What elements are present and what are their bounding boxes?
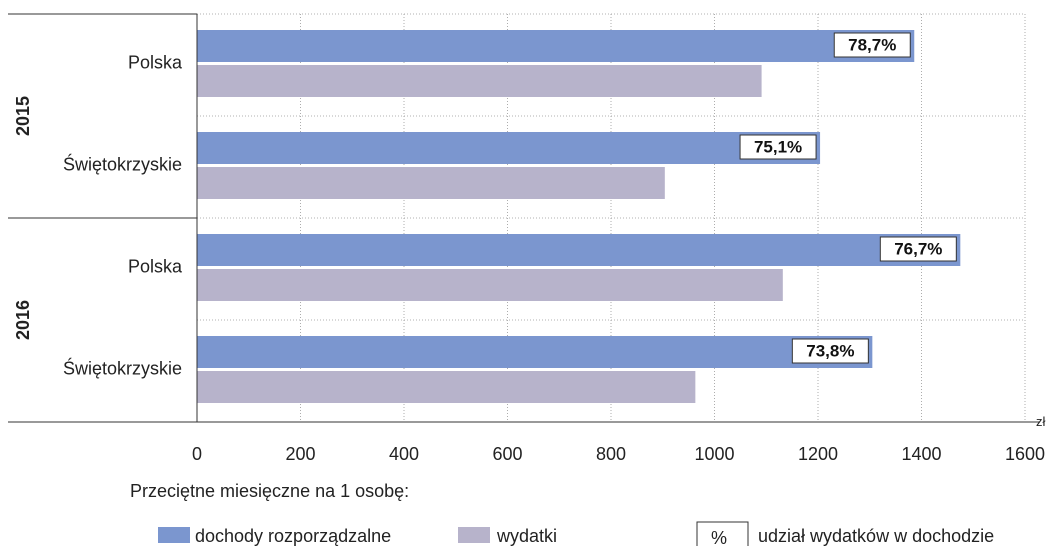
- x-tick-label: 1000: [694, 444, 734, 464]
- share-label-box: [739, 134, 817, 160]
- share-label: 73,8%: [806, 341, 854, 360]
- x-tick-label: 800: [596, 444, 626, 464]
- x-tick-label: 1400: [901, 444, 941, 464]
- share-label-box: [791, 338, 869, 364]
- year-label: 2016: [13, 300, 33, 340]
- category-labels: 2015 Polska Świętokrzyskie 2016 Polska Święto…: [13, 52, 183, 378]
- bar-expenses: [197, 65, 762, 97]
- legend-label-income: dochody rozporządzalne: [195, 526, 391, 546]
- share-label-box: [879, 236, 957, 262]
- legend-share-text: udział wydatków w dochodzie: [758, 526, 994, 546]
- bar-income: [197, 30, 915, 62]
- legend-share-box: [696, 521, 749, 546]
- share-label-box: [833, 32, 911, 58]
- category-label: Polska: [128, 256, 183, 276]
- legend-share-symbol: %: [711, 528, 727, 546]
- x-tick-label: 1200: [798, 444, 838, 464]
- bar-expenses: [197, 269, 783, 301]
- category-label: Polska: [128, 52, 183, 72]
- legend-swatch-income: [158, 527, 190, 543]
- share-label: 78,7%: [848, 35, 896, 54]
- bar-income: [197, 336, 873, 368]
- category-label: Świętokrzyskie: [63, 153, 182, 174]
- bar-income: [197, 234, 961, 266]
- x-unit-label: zł: [1036, 414, 1046, 429]
- bars: 78,7% 75,1% 76,7% 73,8%: [197, 30, 961, 403]
- legend-title: Przeciętne miesięczne na 1 osobę:: [130, 481, 409, 501]
- x-tick-label: 1600: [1005, 444, 1045, 464]
- share-label: 75,1%: [754, 137, 802, 156]
- bar-expenses: [197, 167, 665, 199]
- x-tick-label: 0: [192, 444, 202, 464]
- share-label: 76,7%: [894, 239, 942, 258]
- legend-label-expenses: wydatki: [496, 526, 557, 546]
- x-tick-label: 200: [285, 444, 315, 464]
- bar-expenses: [197, 371, 696, 403]
- legend-swatch-expenses: [458, 527, 490, 543]
- bar-income: [197, 132, 821, 164]
- x-tick-label: 600: [492, 444, 522, 464]
- x-axis: 0 200 400 600 800 1000 1200 1400 1600: [8, 14, 1045, 464]
- category-label: Świętokrzyskie: [63, 357, 182, 378]
- year-label: 2015: [13, 96, 33, 136]
- x-tick-label: 400: [389, 444, 419, 464]
